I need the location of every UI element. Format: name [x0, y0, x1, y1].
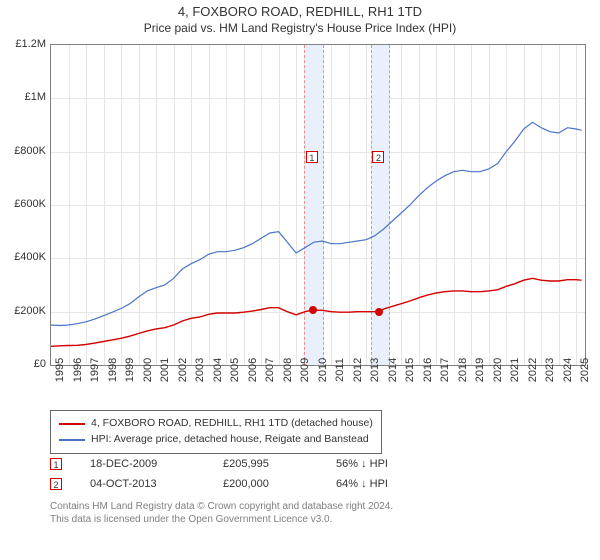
x-axis-tick-label: 1999	[124, 358, 136, 382]
x-axis-tick-label: 2010	[317, 358, 329, 382]
attribution-line-2: This data is licensed under the Open Gov…	[50, 513, 393, 526]
transaction-price: £200,000	[223, 478, 308, 490]
legend-label: 4, FOXBORO ROAD, REDHILL, RH1 1TD (detac…	[91, 416, 373, 432]
x-axis-tick-label: 2005	[229, 358, 241, 382]
legend-label: HPI: Average price, detached house, Reig…	[91, 432, 369, 448]
x-axis-tick-label: 2014	[387, 358, 399, 382]
x-axis-tick-label: 2007	[264, 358, 276, 382]
attribution-line-1: Contains HM Land Registry data © Crown c…	[50, 500, 393, 513]
transaction-marker: 2	[372, 151, 384, 163]
transaction-date: 18-DEC-2009	[90, 458, 195, 470]
transaction-dot	[309, 306, 317, 314]
chart-title: 4, FOXBORO ROAD, REDHILL, RH1 1TD	[0, 0, 600, 19]
chart-svg	[51, 45, 585, 365]
legend-item: 4, FOXBORO ROAD, REDHILL, RH1 1TD (detac…	[59, 416, 373, 432]
y-axis-tick-label: £1.2M	[6, 38, 46, 50]
transaction-row-marker: 2	[50, 478, 62, 490]
x-axis-tick-label: 2003	[194, 358, 206, 382]
transaction-row-marker: 1	[50, 458, 62, 470]
x-axis-tick-label: 2016	[422, 358, 434, 382]
x-axis-tick-label: 2012	[352, 358, 364, 382]
transaction-price: £205,995	[223, 458, 308, 470]
x-axis-tick-label: 2017	[439, 358, 451, 382]
y-axis-tick-label: £800K	[6, 145, 46, 157]
x-axis-tick-label: 2021	[509, 358, 521, 382]
price-chart-figure: { "title": "4, FOXBORO ROAD, REDHILL, RH…	[0, 0, 600, 560]
x-axis-tick-label: 2022	[527, 358, 539, 382]
transactions-table: 1 18-DEC-2009 £205,995 56% ↓ HPI 2 04-OCT-201…	[50, 454, 388, 494]
transaction-hpi-delta: 64% ↓ HPI	[336, 478, 388, 490]
transaction-row: 1 18-DEC-2009 £205,995 56% ↓ HPI	[50, 454, 388, 474]
x-axis-tick-label: 1997	[89, 358, 101, 382]
y-axis-tick-label: £600K	[6, 198, 46, 210]
x-axis-tick-label: 1996	[72, 358, 84, 382]
x-axis-tick-label: 2020	[492, 358, 504, 382]
legend-item: HPI: Average price, detached house, Reig…	[59, 432, 373, 448]
x-axis-tick-label: 2004	[212, 358, 224, 382]
x-axis-tick-label: 2000	[142, 358, 154, 382]
x-axis-tick-label: 2024	[562, 358, 574, 382]
legend-swatch	[59, 423, 85, 425]
y-axis-tick-label: £0	[6, 358, 46, 370]
chart-plot-area	[50, 44, 586, 366]
legend-swatch	[59, 439, 85, 441]
chart-legend: 4, FOXBORO ROAD, REDHILL, RH1 1TD (detac…	[50, 410, 382, 454]
x-axis-tick-label: 2013	[369, 358, 381, 382]
transaction-hpi-delta: 56% ↓ HPI	[336, 458, 388, 470]
x-axis-tick-label: 2025	[579, 358, 591, 382]
transaction-marker: 1	[306, 151, 318, 163]
transaction-row: 2 04-OCT-2013 £200,000 64% ↓ HPI	[50, 474, 388, 494]
x-axis-tick-label: 2008	[282, 358, 294, 382]
x-axis-tick-label: 1998	[107, 358, 119, 382]
y-axis-tick-label: £400K	[6, 251, 46, 263]
x-axis-tick-label: 1995	[54, 358, 66, 382]
x-axis-tick-label: 2001	[159, 358, 171, 382]
y-axis-tick-label: £200K	[6, 305, 46, 317]
x-axis-tick-label: 2009	[299, 358, 311, 382]
x-axis-tick-label: 2011	[334, 358, 346, 382]
x-axis-tick-label: 2019	[474, 358, 486, 382]
x-axis-tick-label: 2018	[457, 358, 469, 382]
x-axis-tick-label: 2015	[404, 358, 416, 382]
x-axis-tick-label: 2006	[247, 358, 259, 382]
x-axis-tick-label: 2002	[177, 358, 189, 382]
chart-subtitle: Price paid vs. HM Land Registry's House …	[0, 19, 600, 35]
attribution-text: Contains HM Land Registry data © Crown c…	[50, 500, 393, 526]
transaction-date: 04-OCT-2013	[90, 478, 195, 490]
x-axis-tick-label: 2023	[544, 358, 556, 382]
series_subject-line	[51, 278, 582, 346]
transaction-dot	[375, 308, 383, 316]
y-axis-tick-label: £1M	[6, 91, 46, 103]
